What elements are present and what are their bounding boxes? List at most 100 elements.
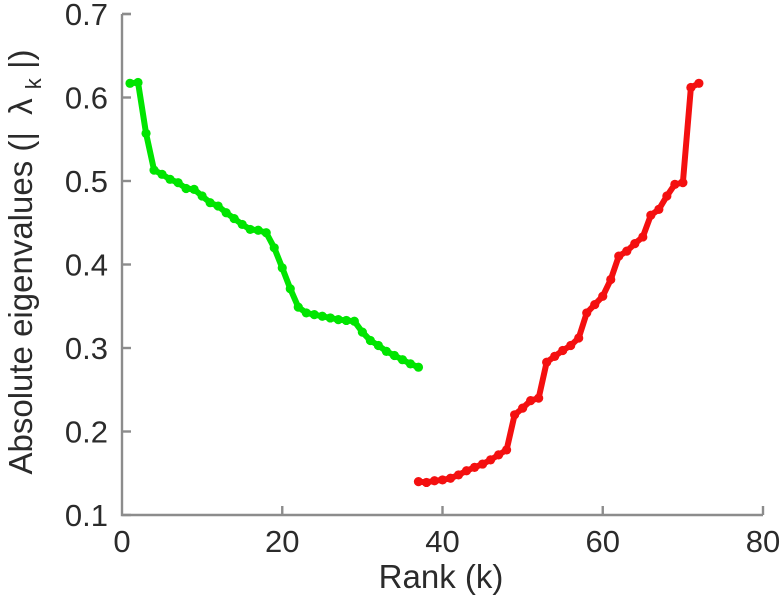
x-axis-title: Rank (k) bbox=[379, 558, 504, 595]
data-point-marker bbox=[598, 291, 608, 301]
y-tick-label: 0.1 bbox=[65, 498, 108, 533]
data-point-marker bbox=[381, 346, 392, 356]
data-point-marker bbox=[558, 345, 568, 356]
data-point-marker bbox=[526, 396, 536, 406]
y-tick-label: 0.6 bbox=[65, 81, 108, 116]
data-point-marker bbox=[445, 473, 456, 483]
data-point-marker bbox=[437, 475, 448, 485]
data-point-marker bbox=[245, 224, 255, 235]
data-point-marker bbox=[453, 470, 464, 480]
y-tick-label: 0.4 bbox=[65, 248, 108, 283]
data-point-marker bbox=[518, 403, 528, 413]
data-point-marker bbox=[397, 355, 408, 365]
data-point-marker bbox=[181, 183, 191, 194]
axis-group bbox=[120, 12, 765, 517]
y-axis-title-main: Absolute eigenvalues (| bbox=[2, 132, 39, 474]
data-point-marker bbox=[678, 178, 688, 188]
x-tick-label: 40 bbox=[425, 524, 459, 559]
data-point-marker bbox=[213, 201, 223, 211]
y-tick-label: 0.3 bbox=[65, 331, 108, 366]
data-point-marker bbox=[237, 219, 247, 230]
data-point-marker bbox=[694, 78, 704, 88]
data-point-marker bbox=[125, 78, 135, 88]
x-tick-label: 0 bbox=[113, 524, 130, 559]
data-point-marker bbox=[469, 462, 480, 472]
data-point-marker bbox=[485, 455, 496, 465]
tick-label-group: 0.1 0.2 0.3 0.4 0.5 0.6 0.7 0 20 40 60 80 bbox=[65, 0, 780, 559]
data-point-marker bbox=[493, 450, 504, 460]
data-point-marker bbox=[566, 340, 576, 351]
data-point-marker bbox=[550, 351, 560, 361]
y-axis-title-tail: |) bbox=[2, 49, 39, 69]
data-point-marker bbox=[301, 308, 311, 318]
data-point-marker bbox=[413, 362, 424, 372]
data-point-marker bbox=[197, 191, 207, 201]
data-point-marker bbox=[157, 169, 167, 179]
data-point-marker bbox=[534, 393, 544, 403]
data-point-marker bbox=[173, 178, 183, 188]
data-point-marker bbox=[141, 128, 151, 138]
data-point-marker bbox=[421, 477, 432, 488]
data-point-marker bbox=[341, 315, 351, 326]
data-series-group bbox=[125, 77, 704, 488]
data-point-marker bbox=[325, 313, 335, 323]
data-point-marker bbox=[389, 350, 400, 361]
data-point-marker bbox=[261, 228, 271, 238]
data-point-marker bbox=[253, 225, 263, 235]
series-negative-eigenvalues bbox=[413, 78, 704, 488]
series-positive-eigenvalues bbox=[125, 77, 424, 372]
data-point-marker bbox=[189, 184, 199, 194]
y-axis-title: Absolute eigenvalues (| λ k |) bbox=[2, 49, 48, 474]
y-axis-title-lambda: λ bbox=[2, 98, 39, 115]
data-point-marker bbox=[461, 466, 472, 476]
data-point-marker bbox=[542, 357, 552, 367]
data-point-marker bbox=[646, 210, 656, 220]
data-point-marker bbox=[662, 191, 672, 201]
x-tick-label: 20 bbox=[265, 524, 299, 559]
data-point-marker bbox=[221, 208, 231, 218]
x-tick-label: 80 bbox=[746, 524, 780, 559]
data-point-marker bbox=[165, 174, 175, 184]
data-point-marker bbox=[686, 82, 696, 93]
data-point-marker bbox=[413, 477, 424, 487]
series-line-positive-eigenvalues bbox=[127, 79, 422, 371]
data-point-marker bbox=[429, 476, 440, 486]
data-point-marker bbox=[606, 274, 616, 285]
y-axis-title-subscript: k bbox=[21, 77, 46, 89]
data-point-marker bbox=[574, 333, 584, 343]
y-tick-label: 0.2 bbox=[65, 415, 108, 450]
data-point-marker bbox=[622, 246, 632, 256]
data-point-marker bbox=[590, 299, 600, 310]
data-point-marker bbox=[149, 165, 159, 175]
data-point-marker bbox=[477, 459, 488, 469]
data-point-marker bbox=[502, 445, 512, 455]
data-point-marker bbox=[285, 284, 295, 294]
data-point-marker bbox=[349, 316, 359, 326]
axis-spine bbox=[120, 14, 763, 517]
data-point-marker bbox=[365, 335, 375, 346]
data-point-marker bbox=[638, 232, 648, 242]
data-point-marker bbox=[510, 410, 520, 420]
x-tick-label: 60 bbox=[586, 524, 620, 559]
tick-mark-group bbox=[122, 12, 604, 517]
data-point-marker bbox=[293, 302, 303, 312]
y-axis-title-text: Absolute eigenvalues (| λ k |) bbox=[2, 49, 48, 474]
data-point-marker bbox=[614, 251, 624, 261]
data-point-marker bbox=[582, 308, 592, 318]
data-point-marker bbox=[630, 239, 640, 249]
data-point-marker bbox=[309, 310, 319, 320]
data-point-marker bbox=[277, 263, 287, 273]
data-point-marker bbox=[357, 327, 367, 337]
data-point-marker bbox=[317, 311, 327, 321]
data-point-marker bbox=[269, 243, 279, 253]
data-point-marker bbox=[133, 77, 143, 88]
series-line-negative-eigenvalues bbox=[415, 80, 702, 486]
axis-title-group: Rank (k) Absolute eigenvalues (| λ k |) bbox=[2, 49, 503, 595]
data-point-marker bbox=[373, 340, 383, 351]
data-point-marker bbox=[405, 359, 416, 369]
y-tick-label: 0.7 bbox=[65, 0, 108, 32]
data-point-marker bbox=[229, 213, 239, 224]
data-point-marker bbox=[670, 179, 680, 189]
